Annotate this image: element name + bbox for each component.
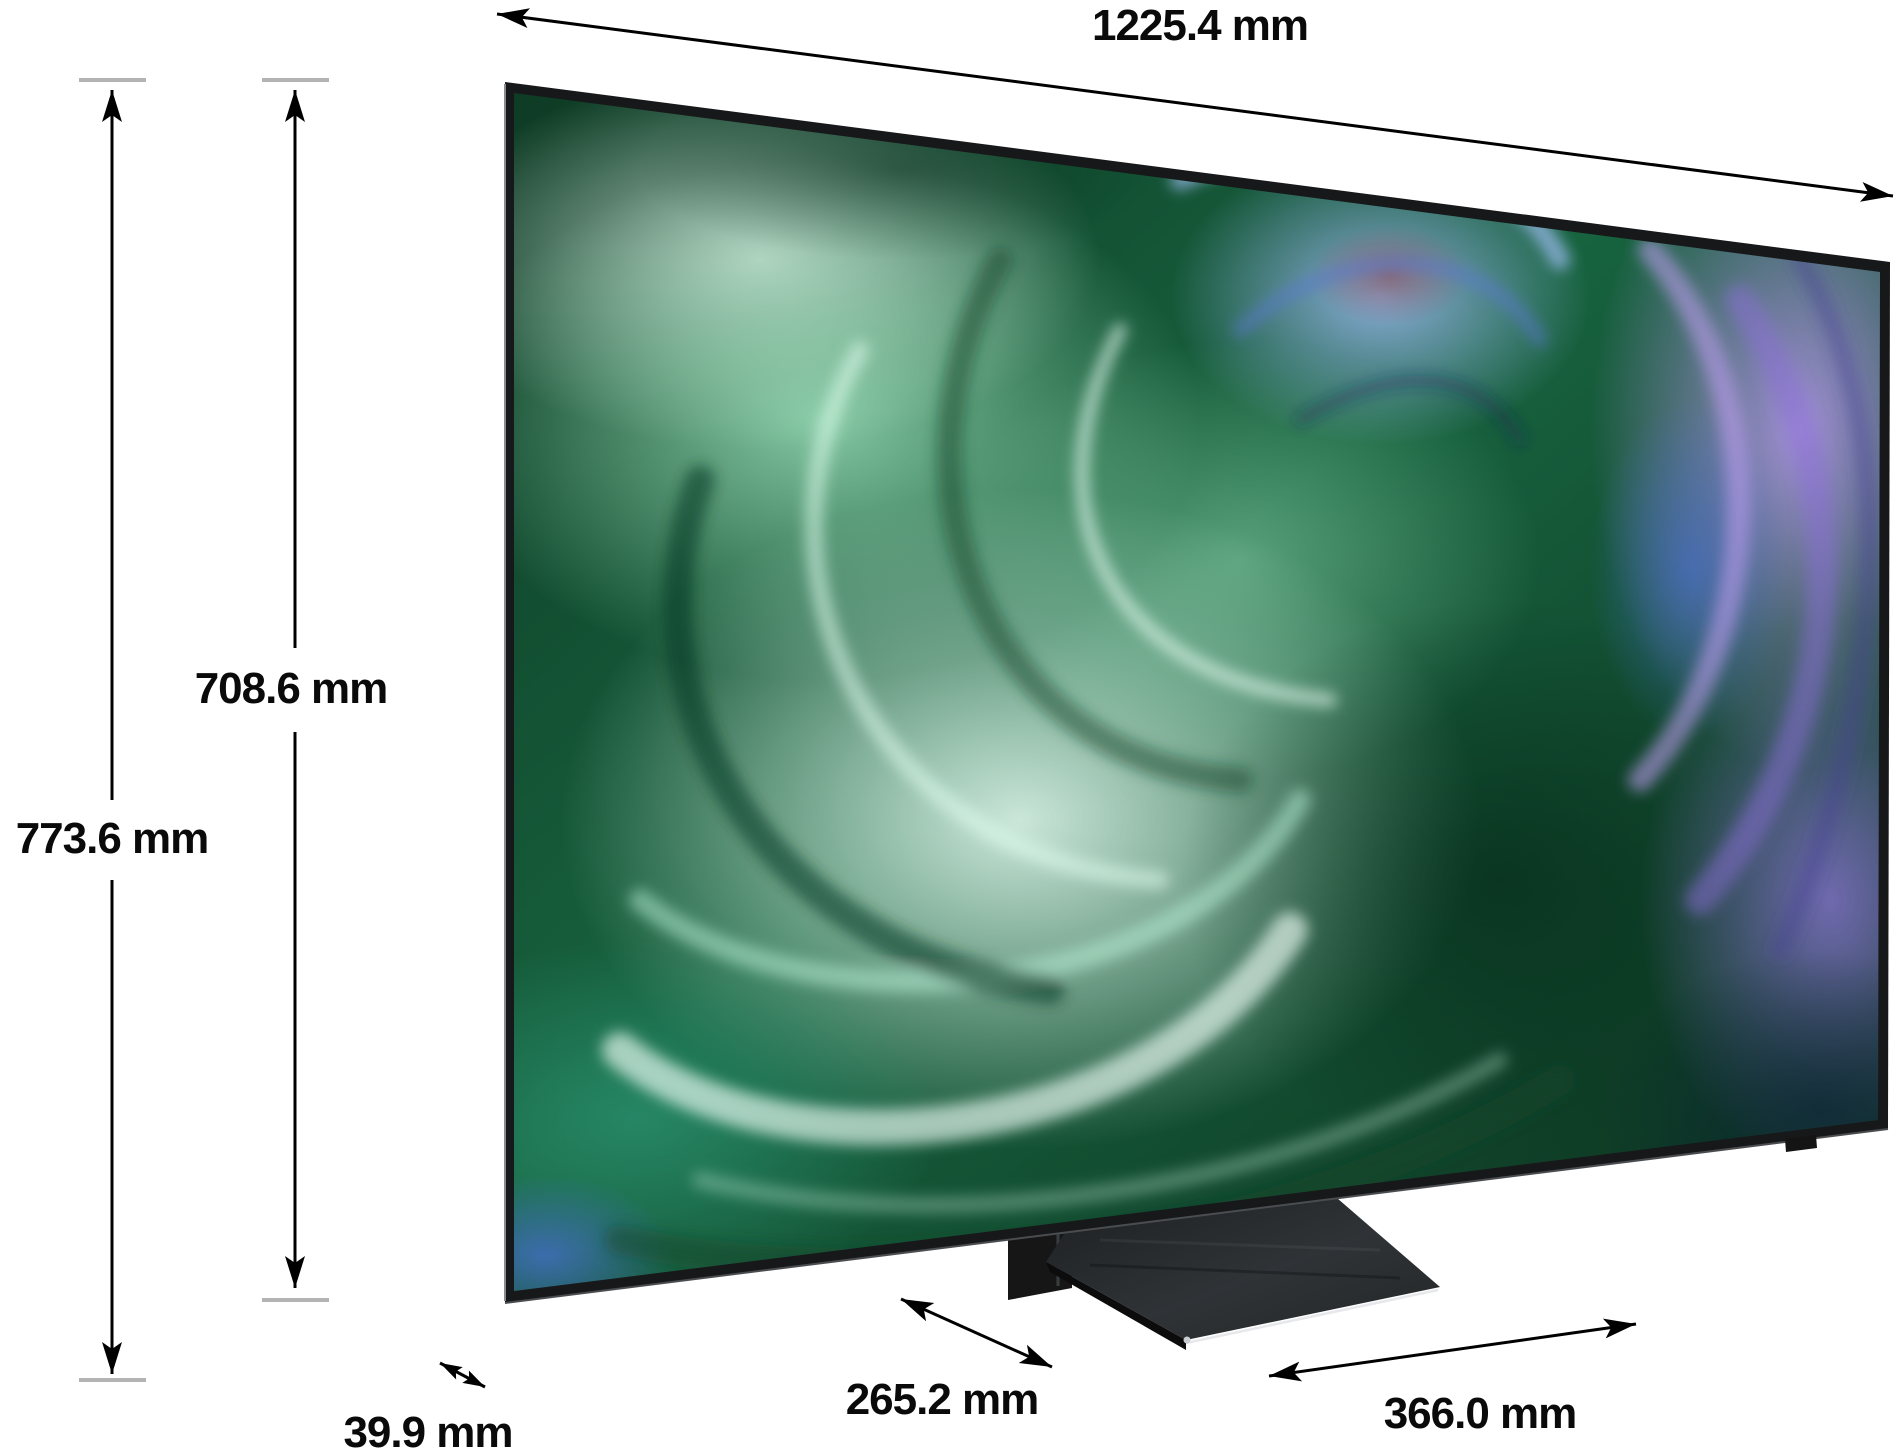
- height-screen-label: 708.6 mm: [194, 664, 389, 713]
- screen-swirls: [602, 137, 1879, 1278]
- width-dimension-label: 1225.4 mm: [1091, 1, 1309, 50]
- tv-stand: [1008, 1192, 1440, 1350]
- stand-width-arrow: [1268, 1318, 1637, 1382]
- depth-arrow: [439, 1361, 486, 1389]
- stand-depth-label: 265.2 mm: [845, 1375, 1040, 1424]
- stand-tip-highlight: [1183, 1336, 1191, 1344]
- bezel-bottom-rim: [504, 1128, 1889, 1304]
- tv-panel: [504, 82, 1890, 1304]
- height-screen-arrow: [262, 78, 329, 1302]
- depth-dimension-label: 39.9 mm: [343, 1408, 513, 1456]
- width-arrow: [496, 8, 1894, 202]
- height-with-stand-label: 773.6 mm: [15, 814, 210, 863]
- panel-right-tab: [1785, 1135, 1817, 1152]
- stand-depth-arrow: [900, 1297, 1053, 1369]
- height-with-stand-arrow: [79, 78, 146, 1382]
- dimension-arrows: [79, 8, 1894, 1389]
- stand-base-side: [1046, 1262, 1186, 1350]
- stand-base-top: [1046, 1192, 1440, 1340]
- stand-width-label: 366.0 mm: [1383, 1389, 1578, 1438]
- screen-art: [514, 93, 1880, 1291]
